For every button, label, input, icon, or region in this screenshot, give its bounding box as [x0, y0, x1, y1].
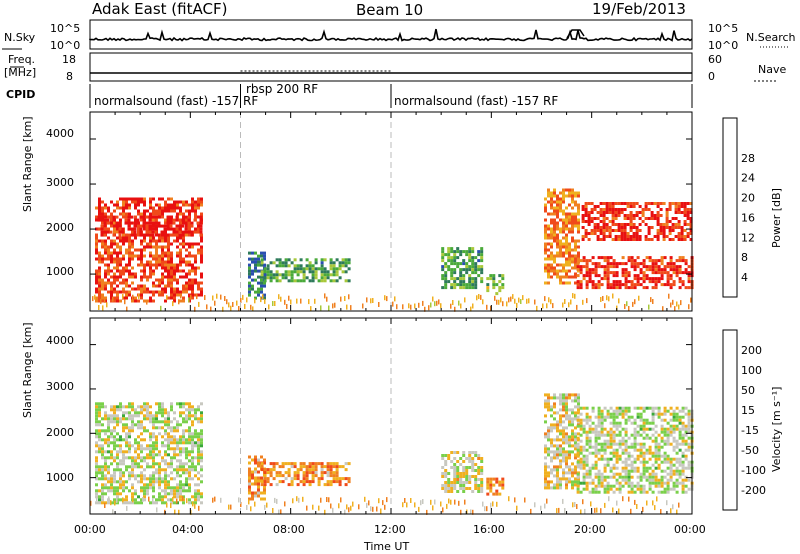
date-label: 19/Feb/2013 [592, 0, 686, 18]
power-colorbar-tick-6: 28 [741, 152, 755, 165]
cpid-segment-3: normalsound (fast) -157 RF [394, 94, 559, 108]
velocity-ytick-1000: 1000 [46, 471, 74, 484]
velocity-colorbar-tick-6: -100 [741, 464, 766, 477]
xtick-0: 00:00 [74, 523, 106, 536]
velocity-colorbar-tick-5: -50 [741, 444, 759, 457]
beam-label: Beam 10 [356, 1, 424, 19]
nsky-spike [566, 29, 585, 39]
xtick-4: 16:00 [473, 523, 505, 536]
cpid-segment-2: rbsp 200 RF [246, 82, 319, 96]
xaxis-label: Time UT [364, 540, 410, 553]
velocity-region-3 [441, 451, 484, 493]
power-region-6 [544, 188, 580, 285]
nsky-label: N.Sky [4, 31, 36, 44]
power-region-4 [441, 247, 484, 290]
nsky-panel-frame [89, 19, 693, 50]
cpid-segment-1: normalsound (fast) -157 RF [94, 94, 259, 108]
power-region-1 [97, 215, 203, 237]
power-region-0 [95, 197, 203, 303]
freq-unit-label: [MHz] [4, 66, 37, 79]
nsky-series-line [89, 28, 693, 42]
nsearch-tick-top: 10^5 [708, 22, 739, 35]
power-colorbar-tick-0: 4 [741, 271, 748, 284]
velocity-region-2 [260, 462, 351, 487]
velocity-colorbar-tick-2: 50 [741, 384, 755, 397]
xtick-1: 04:00 [172, 523, 204, 536]
power-region-3 [260, 258, 351, 283]
freq-tick-bottom: 8 [66, 70, 73, 83]
power-ytick-4000: 4000 [46, 127, 74, 140]
freq-label: Freq. [8, 53, 36, 66]
nave-tick-bottom: 0 [708, 70, 715, 83]
nave-tick-top: 60 [708, 53, 722, 66]
velocity-ytick-3000: 3000 [46, 380, 74, 393]
xtick-3: 12:00 [374, 523, 406, 536]
nsky-tick-bottom: 10^0 [50, 39, 81, 52]
nave-label: Nave [758, 63, 787, 76]
xtick-2: 08:00 [273, 523, 305, 536]
power-colorbar-tick-1: 8 [741, 251, 748, 264]
freq-panel-frame [89, 52, 693, 82]
xtick-5: 20:00 [574, 523, 606, 536]
velocity-colorbar-tick-4: -15 [741, 424, 759, 437]
nsearch-label: N.Search [746, 31, 796, 44]
velocity-colorbar-tick-1: 100 [741, 364, 762, 377]
power-ytick-1000: 1000 [46, 265, 74, 278]
power-colorbar-tick-5: 24 [741, 172, 755, 185]
power-near-range-clutter [92, 293, 692, 312]
xtick-6: 00:00 [674, 523, 706, 536]
power-colorbar-frame [722, 117, 738, 298]
velocity-region-6 [576, 406, 694, 494]
power-colorbar-tick-2: 12 [741, 231, 755, 244]
power-ytick-2000: 2000 [46, 221, 74, 234]
velocity-colorbar-tick-3: 15 [741, 404, 755, 417]
power-ytick-3000: 3000 [46, 176, 74, 189]
power-region-8 [581, 202, 693, 241]
power-colorbar-tick-4: 20 [741, 192, 755, 205]
velocity-colorbar-tick-7: -200 [741, 484, 766, 497]
velocity-ytick-2000: 2000 [46, 426, 74, 439]
cpid-label: CPID [6, 88, 36, 101]
nsky-tick-top: 10^5 [50, 22, 81, 35]
velocity-ytick-4000: 4000 [46, 334, 74, 347]
power-region-5 [486, 274, 505, 296]
velocity-region-4 [486, 477, 505, 496]
freq-tick-top: 18 [62, 53, 76, 66]
radar-title: Adak East (fitACF) [92, 0, 228, 18]
power-colorbar-tick-3: 16 [741, 211, 755, 224]
nsearch-tick-bottom: 10^0 [708, 39, 739, 52]
velocity-colorbar-tick-0: 200 [741, 344, 762, 357]
power-region-7 [576, 256, 694, 290]
velocity-colorbar-frame [722, 329, 738, 511]
